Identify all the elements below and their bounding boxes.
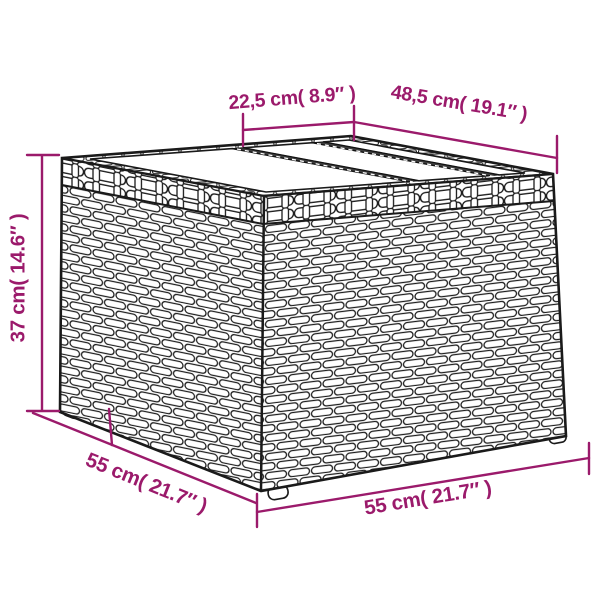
glass-divider-strips <box>232 141 500 183</box>
dim-width-line <box>255 456 591 514</box>
dim-height: 37 cm( 14.6″ ) <box>6 153 61 413</box>
right-face-body <box>261 201 566 491</box>
dim-height-label: 37 cm( 14.6″ ) <box>6 214 29 343</box>
table-outline <box>58 134 568 493</box>
dim-depth-tick-left <box>107 407 114 447</box>
dim-width-label: 55 cm( 21.7″ ) <box>362 476 493 519</box>
dim-top-large-line <box>352 120 559 160</box>
left-face-body <box>60 185 263 491</box>
table-illustration <box>58 134 568 501</box>
front-corner-edge <box>259 195 266 492</box>
right-face-rim <box>263 174 554 224</box>
divider-strip-2-weave <box>316 142 495 178</box>
left-face-rim <box>62 158 264 224</box>
divider-strip-1-weave <box>236 148 414 183</box>
dim-top-small-line <box>241 120 356 132</box>
dim-top-small-label: 22,5 cm( 8.9″ ) <box>228 82 357 114</box>
dim-depth-line <box>31 411 258 505</box>
dim-top-large-label: 48,5 cm( 19.1″ ) <box>389 81 529 125</box>
